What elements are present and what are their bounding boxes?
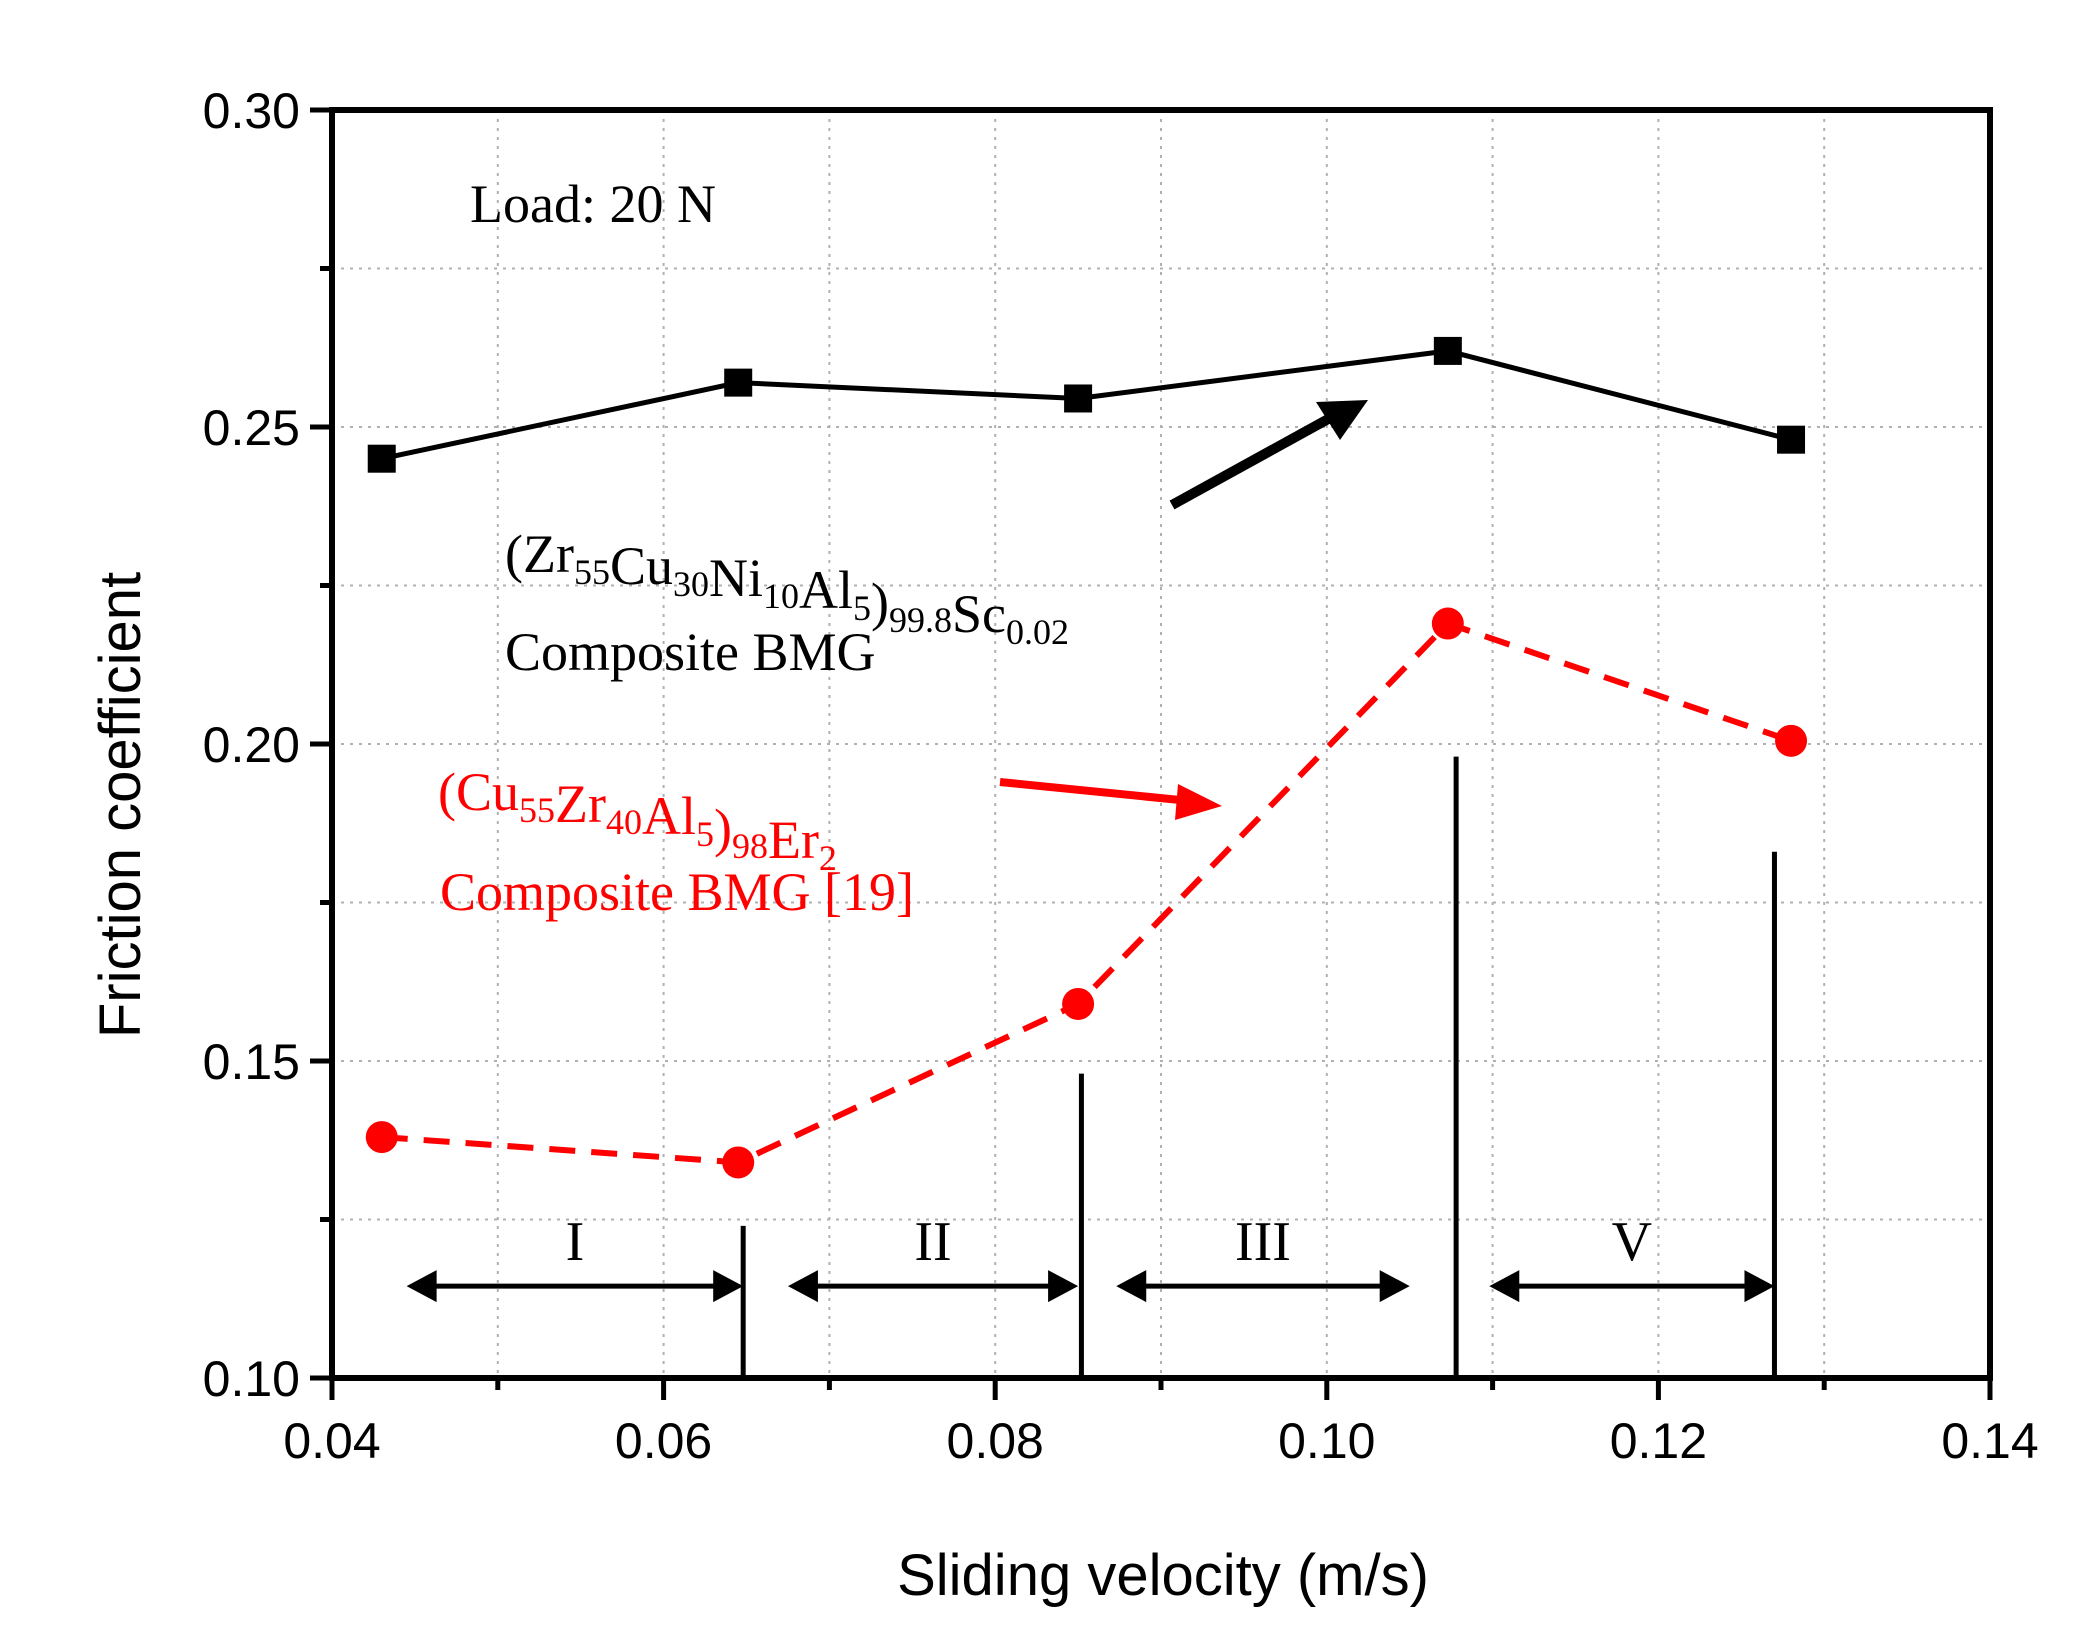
data-point	[365, 1121, 398, 1154]
y-tick-label: 0.20	[203, 717, 300, 773]
region-1: I	[406, 1211, 744, 1303]
x-tick-label: 0.12	[1610, 1413, 1707, 1469]
y-tick-label: 0.25	[203, 400, 300, 456]
x-tick-label: 0.04	[283, 1413, 380, 1469]
series-2	[365, 607, 1808, 1179]
data-point	[367, 444, 396, 473]
series-1	[367, 336, 1806, 473]
annotations: Load: 20 N (Zr55Cu30Ni10Al5)99.8Sc0.02 C…	[438, 174, 1368, 922]
data-point	[1433, 336, 1462, 365]
data-point	[1777, 425, 1806, 454]
y-tick-label: 0.10	[203, 1351, 300, 1407]
y-tick-label: 0.30	[203, 83, 300, 139]
x-tick-label: 0.06	[615, 1413, 712, 1469]
red-series-label-name: Composite BMG [19]	[440, 862, 914, 922]
region-arrow-head-left	[787, 1270, 818, 1303]
x-tick-label: 0.08	[947, 1413, 1044, 1469]
data-point	[1431, 607, 1464, 640]
region-arrow-head-left	[406, 1270, 437, 1303]
data-point	[724, 368, 753, 397]
region-2: II	[787, 1211, 1079, 1303]
black-series-label-formula: (Zr55Cu30Ni10Al5)99.8Sc0.02	[505, 524, 1069, 652]
black-pointer-arrow	[1169, 400, 1368, 510]
region-3: III	[1116, 1211, 1410, 1303]
data-point	[722, 1146, 755, 1179]
series	[365, 336, 1808, 1179]
region-arrows: I II III V	[406, 1211, 1775, 1303]
load-annotation: Load: 20 N	[470, 174, 716, 234]
region-label: I	[566, 1211, 585, 1273]
region-label: V	[1612, 1211, 1652, 1273]
data-point	[1064, 384, 1093, 413]
x-tick-label: 0.14	[1941, 1413, 2038, 1469]
region-arrow-head-right	[1379, 1270, 1410, 1303]
region-label: II	[914, 1211, 951, 1273]
y-tick-label: 0.15	[203, 1034, 300, 1090]
region-label: III	[1235, 1211, 1291, 1273]
red-pointer-arrow	[999, 778, 1222, 820]
data-point	[1062, 987, 1095, 1020]
region-arrow-head-right	[1744, 1270, 1775, 1303]
grid	[332, 110, 1990, 1378]
x-tick-label: 0.10	[1278, 1413, 1375, 1469]
region-dividers	[740, 756, 1777, 1378]
region-arrow-head-right	[1048, 1270, 1079, 1303]
black-series-label-name: Composite BMG	[505, 622, 876, 682]
red-series-label-formula: (Cu55Zr40Al5)98Er2	[438, 762, 837, 878]
axes: 0.10 0.15 0.20 0.25 0.30 0.04 0.06 0.08 0.10 0.12…	[203, 83, 2039, 1469]
region-arrow-head-right	[713, 1270, 744, 1303]
region-arrow-head-left	[1489, 1270, 1520, 1303]
region-arrow-head-left	[1116, 1270, 1147, 1303]
data-point	[1775, 724, 1808, 757]
x-axis-title: Sliding velocity (m/s)	[897, 1543, 1429, 1608]
region-4: V	[1489, 1211, 1775, 1303]
y-axis-title: Friction coefficient	[88, 572, 153, 1038]
